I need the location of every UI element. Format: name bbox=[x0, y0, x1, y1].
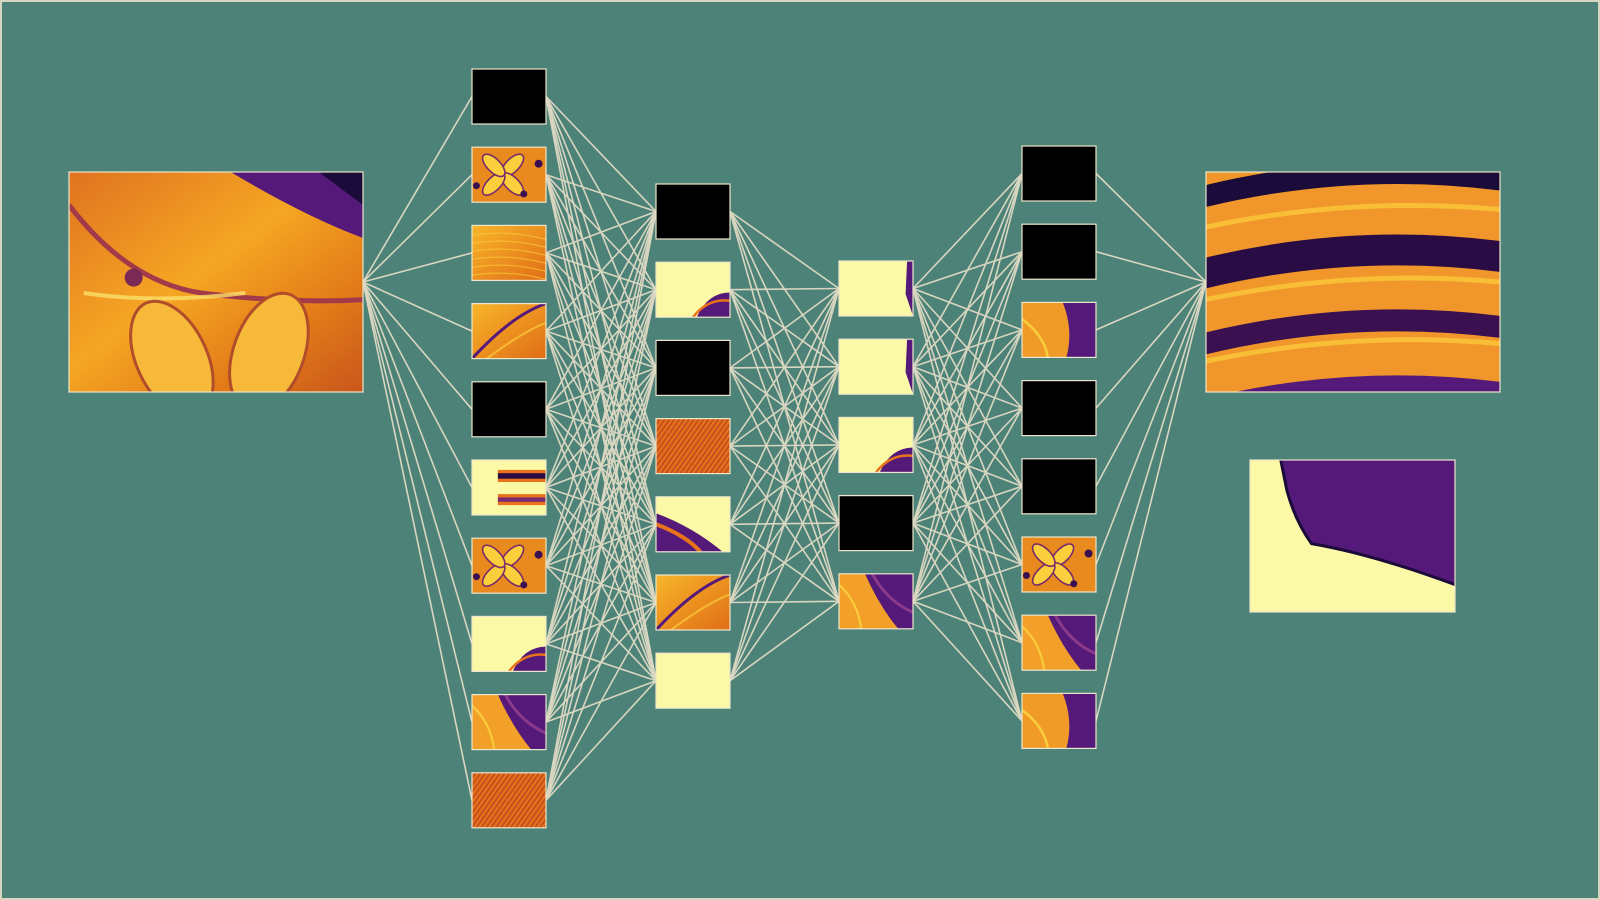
hidden-3-node-5 bbox=[838, 573, 914, 630]
hidden-3-node-3 bbox=[838, 416, 914, 473]
connection bbox=[545, 211, 657, 410]
connection bbox=[912, 173, 1023, 602]
output-image bbox=[1205, 171, 1501, 393]
connections bbox=[362, 95, 1207, 801]
hidden-1-node-2 bbox=[471, 146, 547, 203]
connection bbox=[729, 444, 840, 682]
connection-input bbox=[362, 281, 473, 723]
connection-input bbox=[362, 96, 473, 283]
hidden-1-node-6 bbox=[471, 459, 547, 516]
connection-input bbox=[362, 281, 473, 410]
hidden-2-node-7 bbox=[655, 652, 731, 709]
connection bbox=[912, 600, 1023, 722]
hidden-4-node-1 bbox=[1021, 145, 1097, 202]
connection bbox=[545, 211, 657, 801]
hidden-2-node-3 bbox=[655, 339, 731, 396]
connection bbox=[729, 287, 840, 369]
connection-input bbox=[362, 281, 473, 801]
hidden-4-node-4 bbox=[1021, 380, 1097, 437]
connection bbox=[912, 173, 1023, 368]
connection bbox=[912, 329, 1023, 602]
connection bbox=[729, 288, 840, 525]
connection-output bbox=[1095, 281, 1207, 331]
connection bbox=[545, 210, 657, 254]
connection bbox=[545, 95, 657, 213]
connection-output bbox=[1095, 281, 1207, 565]
hidden-4-node-3 bbox=[1021, 301, 1097, 358]
hidden-4-node-2 bbox=[1021, 223, 1097, 280]
connection bbox=[729, 288, 840, 447]
connection bbox=[545, 211, 657, 723]
hidden-1-node-10 bbox=[471, 772, 547, 829]
hidden-2-node-2 bbox=[655, 261, 731, 318]
connection bbox=[545, 211, 657, 645]
connection-output bbox=[1095, 281, 1207, 722]
hidden-4-node-8 bbox=[1021, 692, 1097, 750]
connection bbox=[912, 600, 1023, 644]
hidden-4-node-7 bbox=[1021, 614, 1097, 671]
connection-output bbox=[1095, 172, 1207, 283]
connection bbox=[545, 289, 657, 801]
connection bbox=[729, 287, 840, 291]
connection-output bbox=[1095, 250, 1207, 283]
hidden-1-node-4 bbox=[471, 303, 547, 360]
connection bbox=[912, 251, 1023, 602]
hidden-2-node-4 bbox=[655, 418, 731, 475]
connection bbox=[729, 366, 840, 681]
connection bbox=[912, 172, 1023, 290]
layer-nodes bbox=[68, 68, 1501, 829]
connection bbox=[912, 173, 1023, 446]
hidden-2-node-6 bbox=[655, 574, 731, 631]
hidden-1-node-9 bbox=[471, 693, 547, 751]
hidden-2-node-1 bbox=[655, 183, 731, 240]
hidden-4-node-6 bbox=[1021, 536, 1097, 593]
connection bbox=[545, 367, 657, 801]
hidden-1-node-3 bbox=[471, 224, 547, 281]
connection-input bbox=[362, 174, 473, 283]
connection-output bbox=[1095, 281, 1207, 487]
connection bbox=[545, 211, 657, 488]
connection-input bbox=[362, 281, 473, 645]
connection-output bbox=[1095, 281, 1207, 643]
hidden-1-node-5 bbox=[471, 381, 547, 438]
hidden-3-node-2 bbox=[838, 338, 914, 395]
hidden-4-node-5 bbox=[1021, 458, 1097, 515]
connection bbox=[912, 407, 1023, 602]
connection bbox=[545, 211, 657, 566]
input-image bbox=[68, 171, 364, 393]
connection bbox=[545, 173, 657, 213]
connection-input bbox=[362, 281, 473, 332]
connection bbox=[912, 563, 1023, 603]
connection bbox=[912, 485, 1023, 602]
hidden-3-node-1 bbox=[838, 260, 914, 317]
connection bbox=[912, 173, 1023, 524]
connection bbox=[729, 210, 840, 290]
connection bbox=[545, 602, 657, 801]
hidden-1-node-1 bbox=[471, 68, 547, 125]
hidden-1-node-7 bbox=[471, 537, 547, 594]
hidden-3-node-4 bbox=[838, 495, 914, 552]
connection bbox=[729, 288, 840, 603]
hidden-1-node-8 bbox=[471, 615, 547, 673]
detail-image bbox=[1249, 459, 1456, 613]
connection bbox=[545, 524, 657, 801]
connection bbox=[545, 210, 657, 332]
connection bbox=[729, 522, 840, 682]
connection-input bbox=[362, 281, 473, 488]
hidden-2-node-5 bbox=[655, 496, 731, 553]
connection bbox=[729, 288, 840, 681]
connection bbox=[545, 680, 657, 801]
connection-input bbox=[362, 281, 473, 566]
connection bbox=[729, 600, 840, 682]
connection-input bbox=[362, 252, 473, 283]
connection-output bbox=[1095, 281, 1207, 409]
connection bbox=[545, 445, 657, 801]
